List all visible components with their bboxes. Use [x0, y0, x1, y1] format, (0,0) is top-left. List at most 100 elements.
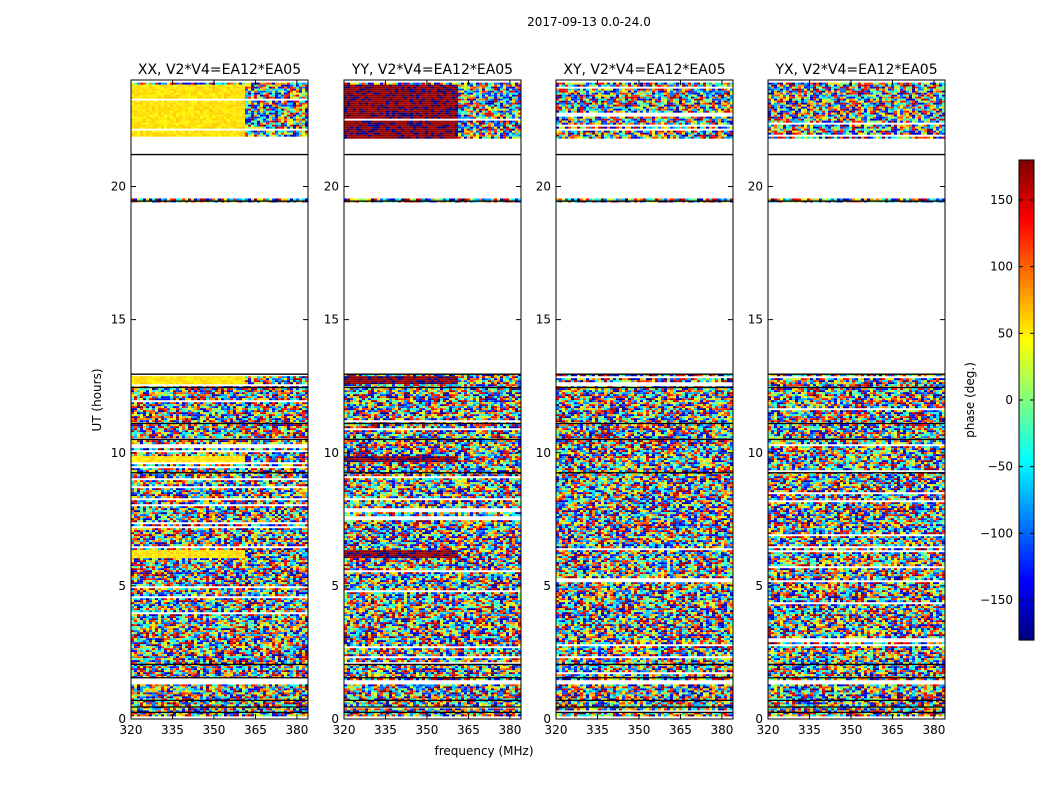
colorbar-segment [1019, 244, 1034, 249]
colorbar-segment [1019, 308, 1034, 313]
colorbar-segment [1019, 164, 1034, 169]
x-tick-label: 365 [669, 723, 692, 737]
colorbar-segment [1019, 268, 1034, 273]
colorbar-segment [1019, 364, 1034, 369]
y-tick-label: 20 [536, 180, 551, 194]
y-tick-label: 10 [324, 446, 339, 460]
colorbar-label: phase (deg.) [963, 362, 977, 438]
colorbar-segment [1019, 424, 1034, 429]
panel-title: XX, V2*V4=EA12*EA05 [138, 62, 301, 78]
colorbar-segment [1019, 608, 1034, 613]
colorbar-segment [1019, 304, 1034, 309]
colorbar-segment [1019, 564, 1034, 569]
x-tick-label: 365 [881, 723, 904, 737]
colorbar-segment [1019, 620, 1034, 625]
colorbar-segment [1019, 284, 1034, 289]
y-tick-label: 20 [324, 180, 339, 194]
colorbar-segment [1019, 344, 1034, 349]
y-tick-label: 15 [324, 313, 339, 327]
colorbar-segment [1019, 188, 1034, 193]
colorbar-segment [1019, 528, 1034, 533]
colorbar-segment [1019, 180, 1034, 185]
y-tick-label: 20 [111, 180, 126, 194]
colorbar-segment [1019, 516, 1034, 521]
colorbar-segment [1019, 576, 1034, 581]
colorbar-segment [1019, 324, 1034, 329]
colorbar-segment [1019, 544, 1034, 549]
x-tick-label: 335 [586, 723, 609, 737]
colorbar-segment [1019, 440, 1034, 445]
colorbar-segment [1019, 356, 1034, 361]
colorbar-segment [1019, 436, 1034, 441]
y-axis-label: UT (hours) [90, 368, 104, 431]
colorbar-segment [1019, 628, 1034, 633]
colorbar-segment [1019, 328, 1034, 333]
colorbar-segment [1019, 376, 1034, 381]
colorbar-segment [1019, 404, 1034, 409]
colorbar-segment [1019, 336, 1034, 341]
colorbar-segment [1019, 432, 1034, 437]
colorbar-segment [1019, 444, 1034, 449]
colorbar-segment [1019, 240, 1034, 245]
colorbar-segment [1019, 476, 1034, 481]
colorbar-segment [1019, 272, 1034, 277]
colorbar-segment [1019, 632, 1034, 637]
colorbar-segment [1019, 456, 1034, 461]
colorbar-segment [1019, 540, 1034, 545]
colorbar-segment [1019, 504, 1034, 509]
y-tick-label: 5 [331, 579, 339, 593]
colorbar-segment [1019, 172, 1034, 177]
colorbar-segment [1019, 212, 1034, 217]
x-tick-label: 365 [457, 723, 480, 737]
colorbar-segment [1019, 256, 1034, 261]
colorbar-segment [1019, 412, 1034, 417]
colorbar-tick-label: −150 [980, 593, 1013, 607]
x-tick-label: 335 [161, 723, 184, 737]
colorbar-segment [1019, 548, 1034, 553]
colorbar-segment [1019, 232, 1034, 237]
colorbar-segment [1019, 512, 1034, 517]
y-tick-label: 10 [536, 446, 551, 460]
colorbar-segment [1019, 220, 1034, 225]
colorbar-segment [1019, 624, 1034, 629]
colorbar-segment [1019, 492, 1034, 497]
colorbar-segment [1019, 192, 1034, 197]
colorbar-segment [1019, 532, 1034, 537]
colorbar-segment [1019, 160, 1034, 165]
colorbar-segment [1019, 408, 1034, 413]
colorbar-tick-label: 100 [990, 260, 1013, 274]
colorbar-segment [1019, 600, 1034, 605]
y-tick-label: 0 [118, 712, 126, 726]
y-tick-label: 5 [118, 579, 126, 593]
colorbar-tick-label: −50 [988, 460, 1013, 474]
colorbar-segment [1019, 480, 1034, 485]
colorbar-segment [1019, 392, 1034, 397]
colorbar-segment [1019, 616, 1034, 621]
colorbar-segment [1019, 312, 1034, 317]
figure-suptitle: 2017-09-13 0.0-24.0 [527, 15, 651, 29]
colorbar-segment [1019, 556, 1034, 561]
colorbar-segment [1019, 588, 1034, 593]
colorbar-segment [1019, 332, 1034, 337]
y-tick-label: 5 [543, 579, 551, 593]
colorbar-segment [1019, 484, 1034, 489]
x-tick-label: 380 [922, 723, 945, 737]
colorbar-segment [1019, 280, 1034, 285]
x-tick-label: 350 [203, 723, 226, 737]
y-tick-label: 15 [111, 313, 126, 327]
y-tick-label: 10 [748, 446, 763, 460]
x-tick-label: 380 [498, 723, 521, 737]
x-tick-label: 365 [244, 723, 267, 737]
colorbar-segment [1019, 296, 1034, 301]
colorbar-segment [1019, 168, 1034, 173]
x-tick-label: 380 [285, 723, 308, 737]
colorbar-tick-label: 150 [990, 193, 1013, 207]
colorbar-segment [1019, 360, 1034, 365]
y-tick-label: 10 [111, 446, 126, 460]
colorbar-segment [1019, 520, 1034, 525]
colorbar-segment [1019, 320, 1034, 325]
